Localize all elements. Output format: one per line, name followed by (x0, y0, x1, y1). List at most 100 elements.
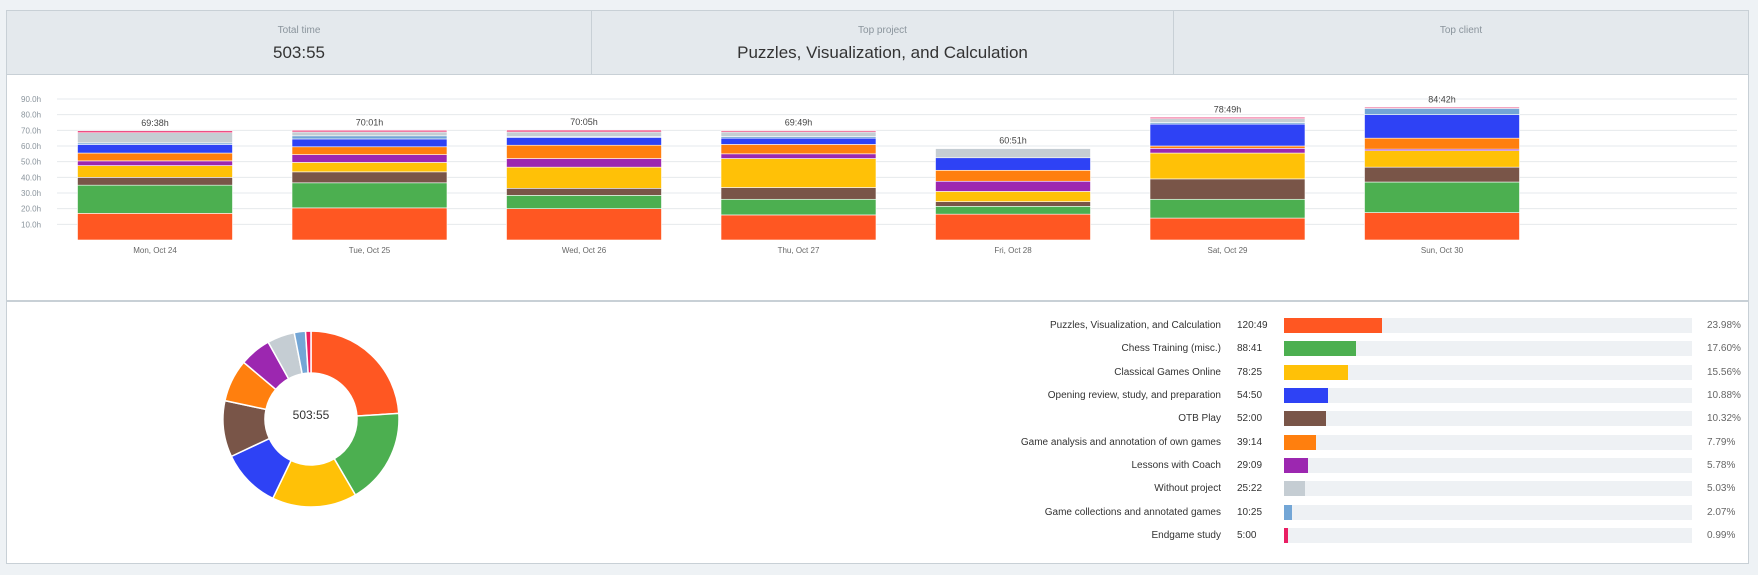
bar-segment[interactable] (1149, 198, 1306, 219)
project-row[interactable]: OTB Play 52:00 10.32% (907, 407, 1747, 430)
bar-segment[interactable] (1149, 148, 1306, 154)
bar-segment[interactable] (1364, 114, 1520, 139)
y-tick-label: 30.0h (21, 189, 41, 198)
donut-slice[interactable] (310, 330, 400, 417)
bar-segment[interactable] (720, 144, 877, 155)
bar-segment[interactable] (935, 169, 1091, 182)
bar-segment[interactable] (935, 148, 1091, 159)
bar-segment[interactable] (720, 131, 877, 137)
bar-segment[interactable] (77, 130, 233, 133)
bar-segment[interactable] (720, 187, 877, 200)
bar-segment[interactable] (77, 144, 233, 154)
bar-segment[interactable] (291, 130, 448, 133)
bar-segment[interactable] (1364, 108, 1520, 115)
bar-segment[interactable] (720, 153, 877, 159)
bar-segment[interactable] (935, 191, 1091, 202)
bar-segment[interactable] (720, 214, 877, 241)
bar-segment[interactable] (1149, 178, 1306, 200)
daily-bar-chart-panel: 10.0h 20.0h 30.0h 40.0h 50.0h 60.0h 70.0h 80.0h… (6, 75, 1749, 301)
bar-segment[interactable] (506, 166, 662, 189)
bar-segment[interactable] (1149, 118, 1306, 123)
bar-segment[interactable] (1364, 150, 1520, 168)
bar-segment[interactable] (291, 162, 448, 173)
bar-segment[interactable] (935, 180, 1091, 192)
bar-segment[interactable] (1364, 212, 1520, 241)
project-name: Lessons with Coach (1131, 459, 1222, 471)
project-row[interactable]: Game analysis and annotation of own game… (907, 430, 1747, 453)
bar-segment[interactable] (77, 132, 233, 144)
x-tick-label: Tue, Oct 25 (349, 246, 391, 255)
bar-segment[interactable] (1149, 116, 1306, 119)
bar-segment[interactable] (291, 182, 448, 209)
bar-segment[interactable] (1364, 166, 1520, 183)
bar-segment[interactable] (291, 154, 448, 163)
project-row[interactable]: Game collections and annotated games 10:2… (907, 500, 1747, 523)
project-name: Chess Training (misc.) (1121, 343, 1221, 355)
project-percent: 5.03% (1707, 483, 1736, 495)
bar-segment[interactable] (506, 129, 662, 133)
project-donut-chart (222, 330, 400, 508)
bar-segment[interactable] (506, 195, 662, 209)
bar-segment[interactable] (935, 206, 1091, 215)
project-bar-track (1284, 434, 1692, 450)
project-bar-fill (1284, 527, 1289, 543)
x-tick-label: Thu, Oct 27 (778, 246, 820, 255)
bar-segment[interactable] (935, 201, 1091, 207)
project-row[interactable]: Opening review, study, and preparation 54… (907, 384, 1747, 407)
bar-segment[interactable] (720, 137, 877, 145)
total-time-label: Total time (277, 25, 321, 36)
bar-segment[interactable] (77, 213, 233, 241)
bar-segment[interactable] (506, 188, 662, 196)
bar-segment[interactable] (1149, 123, 1306, 147)
bar-segment[interactable] (506, 158, 662, 168)
project-row[interactable]: Endgame study 5:00 0.99% (907, 524, 1747, 547)
bar-segment[interactable] (1364, 107, 1520, 109)
project-row[interactable]: Chess Training (misc.) 88:41 17.60% (907, 337, 1747, 360)
y-tick-label: 80.0h (21, 111, 41, 120)
bar-segment[interactable] (291, 207, 448, 241)
bar-segment[interactable] (506, 131, 662, 137)
project-row[interactable]: Without project 25:22 5.03% (907, 477, 1747, 500)
bar-segment[interactable] (935, 157, 1091, 171)
project-row[interactable]: Classical Games Online 78:25 15.56% (907, 361, 1747, 384)
project-name: Endgame study (1151, 529, 1222, 541)
bar-segment[interactable] (506, 208, 662, 241)
bar-total-label: 84:42h (1428, 94, 1456, 104)
donut-slice[interactable] (304, 330, 312, 374)
bar-total-label: 69:49h (785, 118, 813, 128)
bar-segment[interactable] (77, 160, 233, 166)
bar-segment[interactable] (1149, 145, 1306, 149)
x-tick-label: Wed, Oct 26 (562, 246, 607, 255)
bar-segment[interactable] (1364, 137, 1520, 150)
project-name: Opening review, study, and preparation (1047, 390, 1221, 402)
bar-segment[interactable] (720, 198, 877, 216)
donut-center-total: 503:55 (292, 408, 330, 422)
bar-segment[interactable] (506, 137, 662, 146)
bar-segment[interactable] (720, 130, 877, 133)
bar-segment[interactable] (77, 152, 233, 162)
bar-segment[interactable] (77, 165, 233, 178)
y-tick-label: 70.0h (21, 126, 41, 135)
project-percent: 5.78% (1707, 459, 1736, 471)
y-tick-label: 40.0h (21, 173, 41, 182)
project-row[interactable]: Puzzles, Visualization, and Calculation 1… (907, 314, 1747, 337)
bar-segment[interactable] (291, 138, 448, 148)
bar-segment[interactable] (720, 158, 877, 188)
bar-segment[interactable] (291, 146, 448, 155)
project-percent: 7.79% (1707, 436, 1736, 448)
bar-segment[interactable] (1364, 181, 1520, 213)
project-name: Game analysis and annotation of own game… (1020, 436, 1221, 448)
bar-segment[interactable] (1149, 217, 1306, 241)
bar-segment[interactable] (291, 131, 448, 137)
top-project-card: Top project Puzzles, Visualization, and … (592, 11, 1174, 74)
bar-segment[interactable] (77, 177, 233, 186)
bar-segment[interactable] (291, 171, 448, 184)
project-row[interactable]: Lessons with Coach 29:09 5.78% (907, 454, 1747, 477)
bar-segment[interactable] (291, 135, 448, 140)
project-name: Without project (1154, 483, 1221, 495)
project-bar-track (1284, 318, 1692, 334)
bar-segment[interactable] (1149, 152, 1306, 180)
bar-segment[interactable] (935, 213, 1091, 241)
bar-segment[interactable] (506, 144, 662, 159)
bar-segment[interactable] (77, 184, 233, 214)
